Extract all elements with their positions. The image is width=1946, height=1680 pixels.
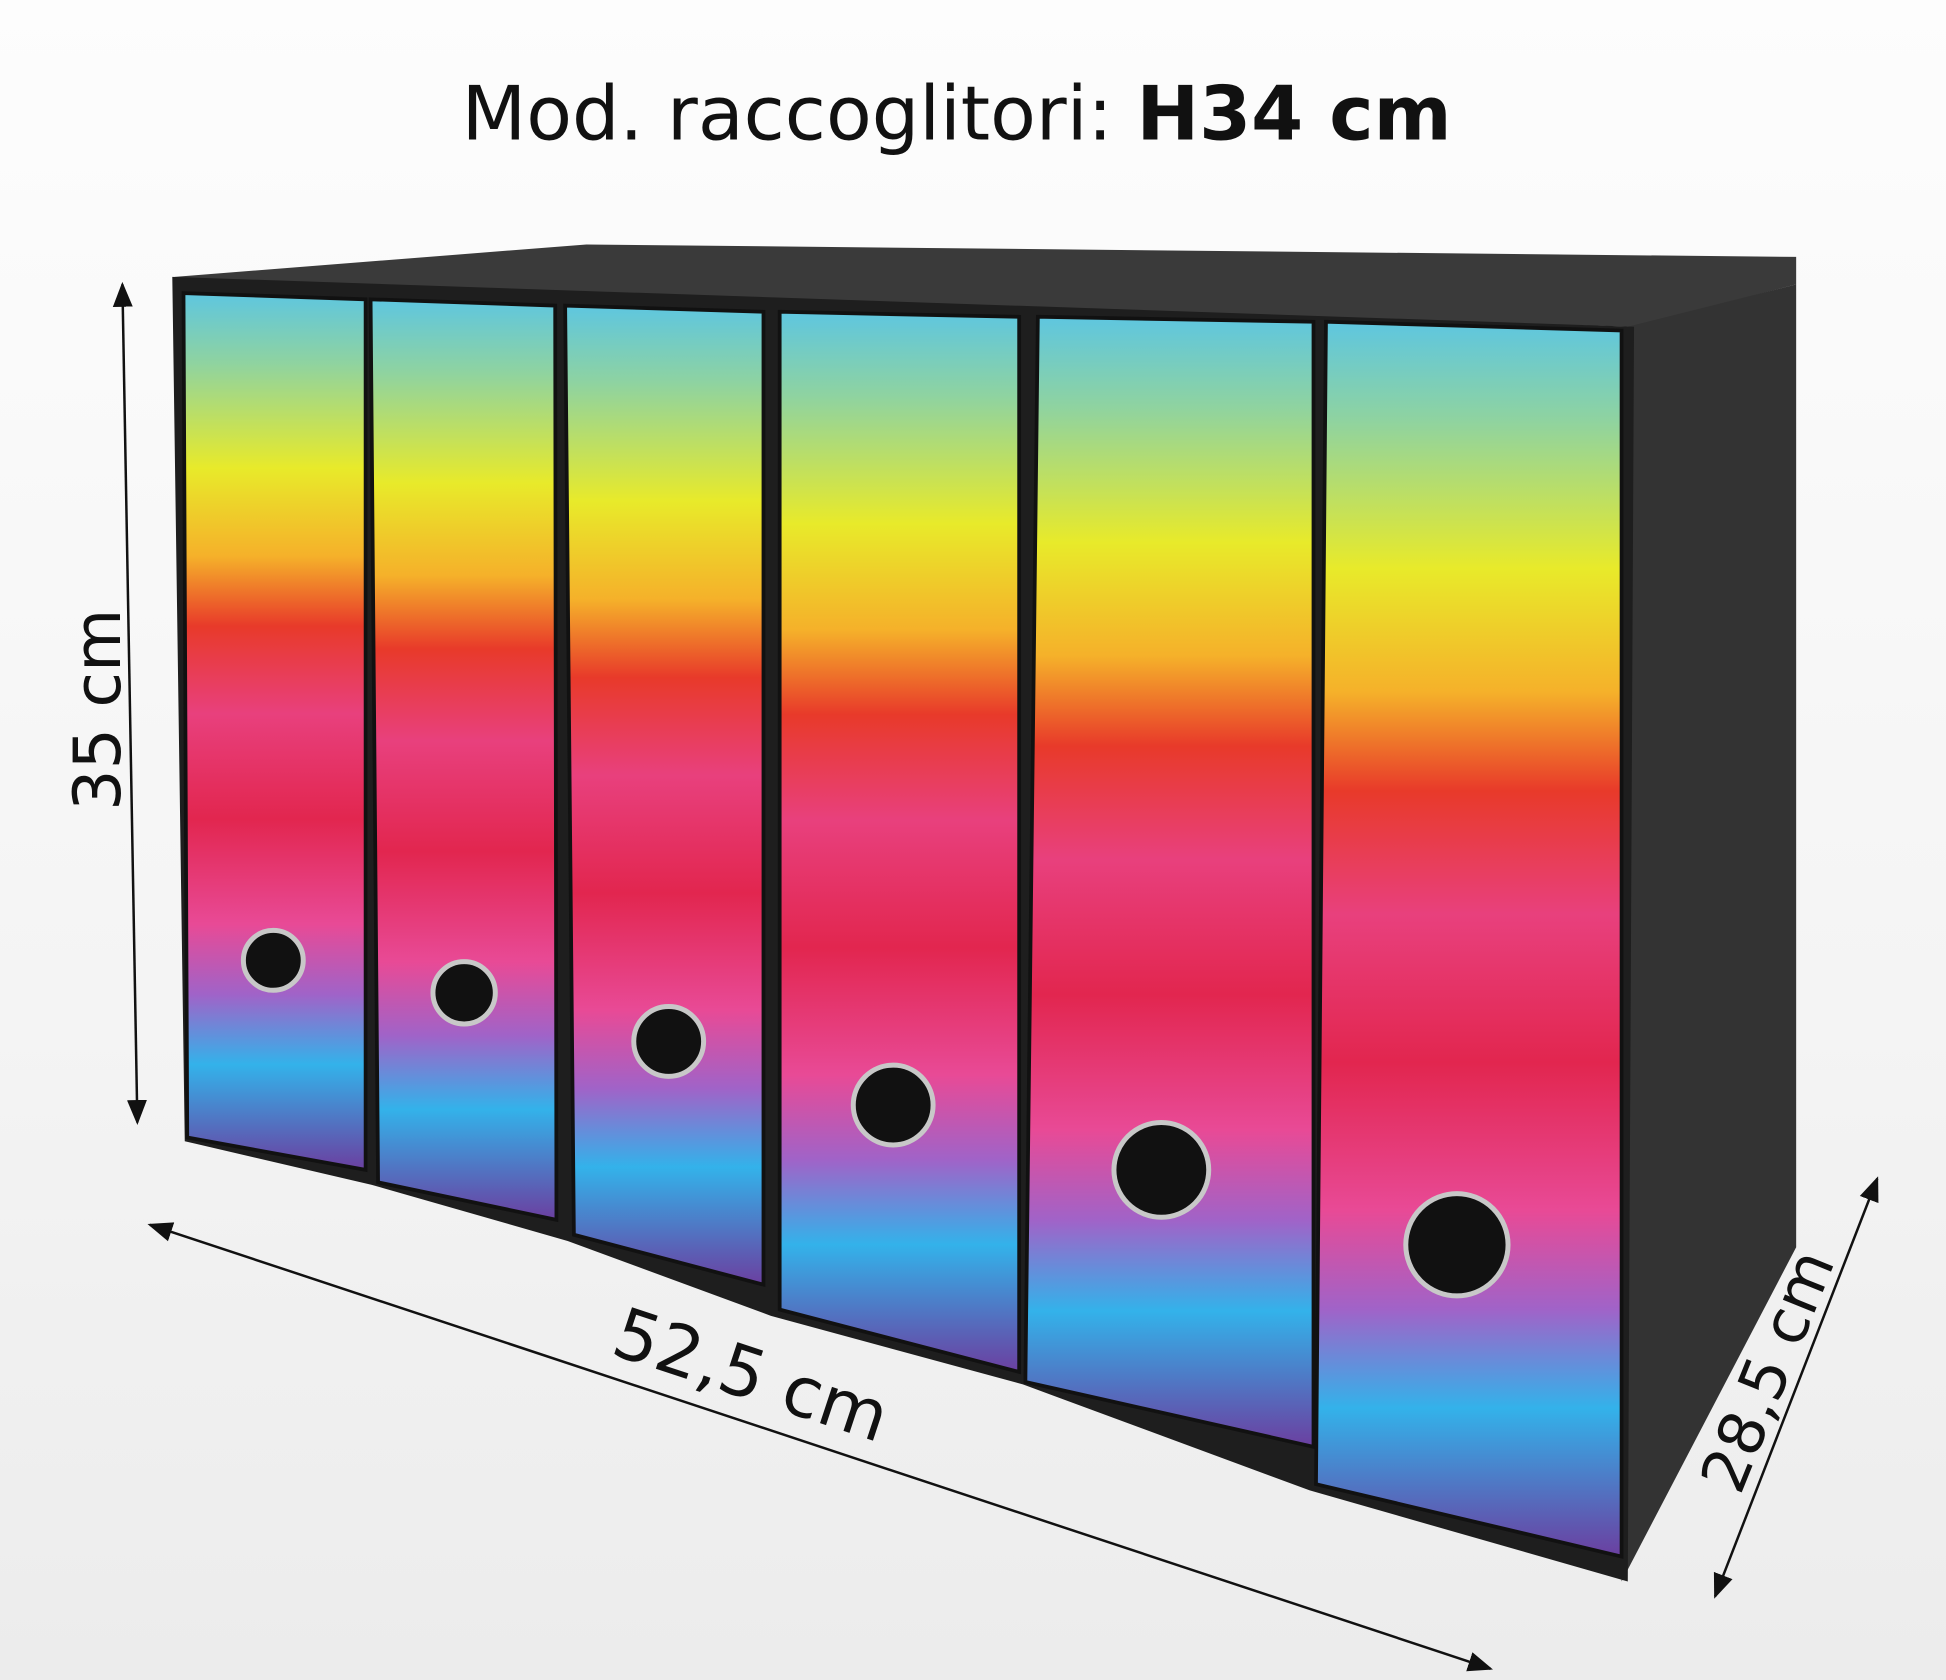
- finger-hole: [1403, 1191, 1511, 1299]
- binder-spine: [368, 297, 559, 1223]
- width-arrow: [147, 1222, 1493, 1672]
- binder-6: [1314, 319, 1624, 1559]
- binder-2: [368, 297, 559, 1223]
- height-label: 35 cm: [61, 609, 136, 811]
- binders: [181, 291, 1624, 1559]
- binder-5: [1023, 314, 1316, 1450]
- binder-spine: [563, 303, 766, 1288]
- binder-spine: [777, 309, 1022, 1375]
- finger-hole: [1111, 1120, 1212, 1220]
- title: Mod. raccoglitori: H34 cm: [462, 71, 1452, 158]
- height-dimension: 35 cm: [61, 281, 147, 1125]
- binder-spine: [181, 291, 368, 1173]
- binder-3: [563, 303, 766, 1288]
- binder-1: [181, 291, 368, 1173]
- binder-spine: [1314, 319, 1624, 1559]
- finger-hole: [631, 1004, 707, 1079]
- height-arrow: [112, 281, 147, 1125]
- finger-hole: [430, 959, 498, 1027]
- binder-spine: [1023, 314, 1316, 1450]
- finger-hole: [240, 927, 306, 993]
- binder-4: [777, 309, 1022, 1375]
- finger-hole: [850, 1062, 936, 1148]
- depth-arrow: [1713, 1176, 1879, 1599]
